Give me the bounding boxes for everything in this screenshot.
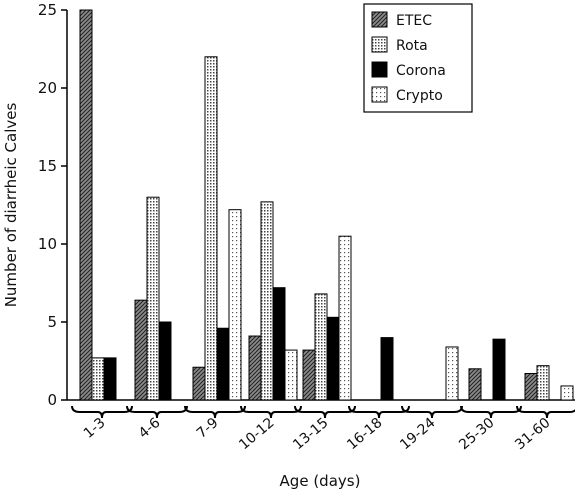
bar-crypto-7-9 <box>228 209 242 401</box>
y-tick-label: 10 <box>38 235 57 253</box>
legend-label-rota: Rota <box>396 38 428 54</box>
category-brace <box>184 405 246 419</box>
bar-corona-25-30 <box>492 338 506 401</box>
bar-rota-4-6 <box>146 196 160 401</box>
x-axis-title: Age (days) <box>280 472 361 490</box>
bar-rota-1-3 <box>91 357 105 401</box>
x-tick-label: 13-15 <box>290 415 331 453</box>
x-axis-tick-labels: 1-3 4-6 7-9 10-12 13-15 16-18 19-24 25-30 31-60 <box>81 415 554 453</box>
category-brace <box>348 405 410 419</box>
bar-etec-1-3 <box>79 9 93 401</box>
bar-etec-7-9 <box>192 366 206 401</box>
x-tick-label: 7-9 <box>194 415 222 442</box>
y-tick-label: 5 <box>47 313 57 331</box>
bar-corona-4-6 <box>158 321 172 401</box>
bar-corona-1-3 <box>103 357 117 401</box>
y-tick-label: 15 <box>38 157 57 175</box>
category-brace <box>516 405 575 419</box>
category-braces <box>71 405 575 419</box>
x-tick-label: 1-3 <box>81 415 109 442</box>
bar-etec-13-15 <box>302 349 316 401</box>
bars-group <box>79 9 574 401</box>
x-tick-label: 25-30 <box>456 415 497 453</box>
category-brace <box>71 405 133 419</box>
y-tick-label: 20 <box>38 79 57 97</box>
bar-crypto-31-60 <box>560 385 574 401</box>
x-tick-label: 19-24 <box>397 415 439 453</box>
y-tick-label: 25 <box>38 1 57 19</box>
bar-etec-31-60 <box>524 372 538 401</box>
bar-rota-13-15 <box>314 293 328 401</box>
legend-label-crypto: Crypto <box>396 88 443 104</box>
category-brace <box>240 405 302 419</box>
y-axis-ticks: 0 5 10 15 20 25 <box>38 1 67 409</box>
x-tick-label: 10-12 <box>236 415 277 453</box>
category-brace <box>126 405 188 419</box>
legend-label-etec: ETEC <box>396 13 432 29</box>
bar-corona-13-15 <box>326 316 340 401</box>
y-tick-label: 0 <box>47 391 57 409</box>
x-tick-label: 16-18 <box>344 415 385 453</box>
legend-swatch-crypto <box>371 86 388 103</box>
bar-corona-7-9 <box>216 327 230 401</box>
legend-swatch-corona <box>371 61 388 78</box>
bar-rota-7-9 <box>204 56 218 401</box>
category-brace <box>401 405 463 419</box>
bar-crypto-19-24 <box>445 346 459 401</box>
x-tick-label: 31-60 <box>512 415 553 453</box>
bar-rota-10-12 <box>260 201 274 401</box>
bar-corona-16-18 <box>380 337 394 401</box>
bar-crypto-13-15 <box>338 235 352 401</box>
legend-swatch-etec <box>371 11 388 28</box>
legend-swatch-rota <box>371 36 388 53</box>
bar-etec-4-6 <box>134 299 148 401</box>
bar-rota-31-60 <box>536 365 550 401</box>
bar-etec-25-30 <box>468 368 482 401</box>
legend: ETEC Rota Corona Crypto <box>363 3 473 113</box>
y-axis-title: Number of diarrheic Calves <box>2 103 20 308</box>
legend-label-corona: Corona <box>396 63 446 79</box>
bar-corona-10-12 <box>272 287 286 401</box>
category-brace <box>294 405 356 419</box>
bar-etec-10-12 <box>248 335 262 401</box>
x-tick-label: 4-6 <box>136 415 164 442</box>
category-brace <box>460 405 522 419</box>
bar-crypto-10-12 <box>284 349 298 401</box>
